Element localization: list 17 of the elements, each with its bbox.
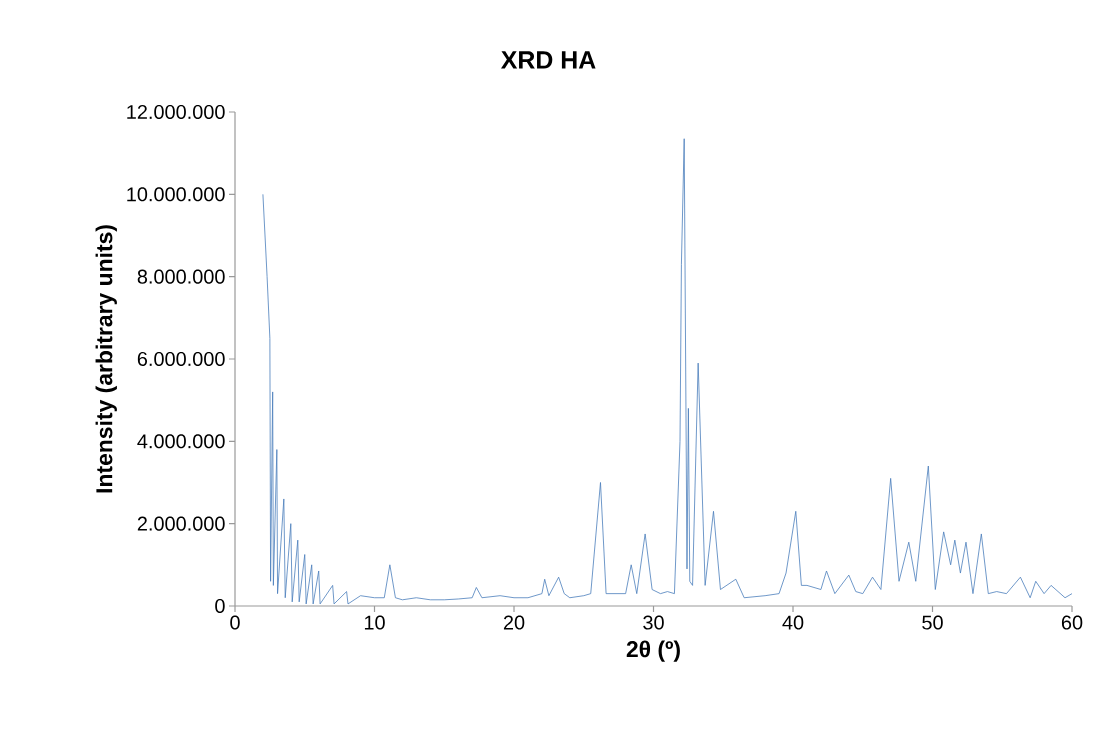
chart-title: XRD HA [500, 51, 596, 69]
x-axis-title: 2θ (º) [626, 640, 680, 662]
x-tick-label: 10 [364, 615, 385, 630]
y-tick-label: 6.000.000 [137, 351, 225, 367]
y-tick-label: 4.000.000 [137, 434, 225, 449]
y-tick-label: 2.000.000 [137, 516, 225, 531]
x-tick-label: 30 [643, 615, 664, 630]
x-tick-label: 0 [230, 615, 240, 630]
y-tick-label: 12.000.000 [127, 104, 225, 120]
y-tick-label: 8.000.000 [137, 269, 225, 284]
x-tick-label: 50 [922, 615, 943, 630]
y-axis-title: Intensity (arbitrary units) [95, 225, 117, 493]
y-tick-label: 0 [215, 598, 225, 614]
x-tick-label: 40 [782, 615, 804, 630]
x-tick-label: 20 [503, 615, 525, 630]
y-tick-label: 10.000.000 [127, 187, 225, 202]
x-tick-label: 60 [1061, 615, 1083, 630]
